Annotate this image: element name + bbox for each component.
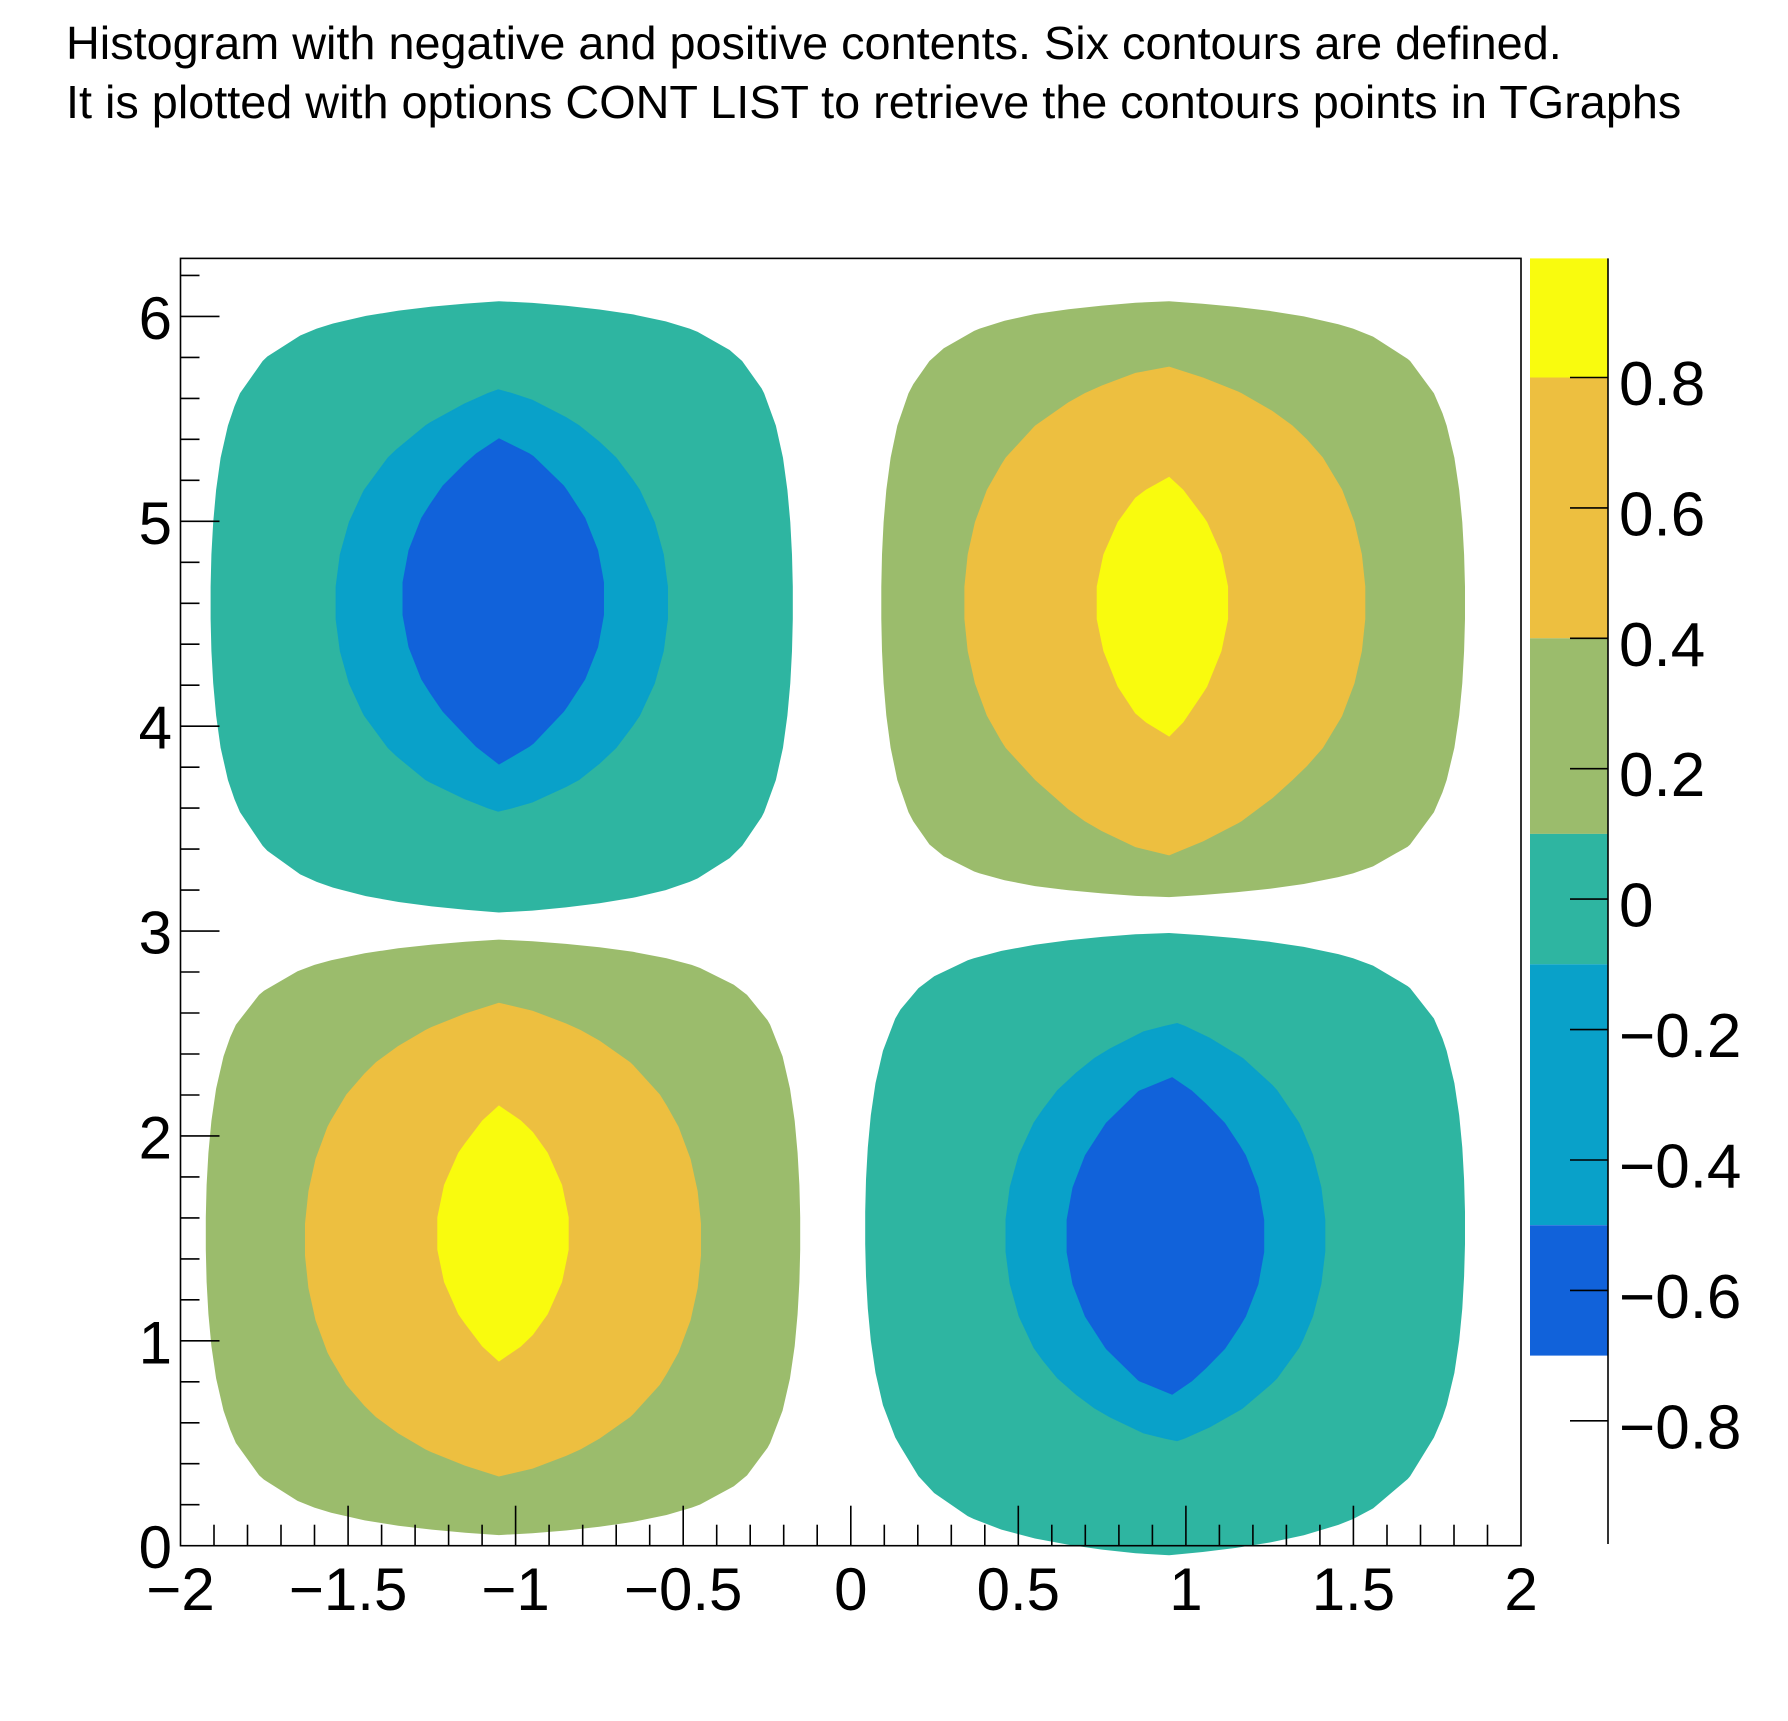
svg-text:0.2: 0.2 (1619, 741, 1705, 810)
svg-text:It is plotted with options CON: It is plotted with options CONT LIST to … (66, 76, 1681, 128)
svg-text:0.5: 0.5 (977, 1556, 1060, 1623)
svg-text:0: 0 (1619, 872, 1653, 941)
svg-text:1: 1 (139, 1309, 172, 1376)
svg-text:Histogram with negative and po: Histogram with negative and positive con… (66, 17, 1562, 69)
svg-text:0.4: 0.4 (1619, 611, 1705, 680)
svg-text:5: 5 (139, 490, 172, 557)
svg-text:−1: −1 (481, 1556, 549, 1623)
svg-text:0: 0 (139, 1514, 172, 1581)
svg-text:−0.4: −0.4 (1619, 1133, 1741, 1202)
svg-text:4: 4 (139, 695, 172, 762)
svg-text:−0.5: −0.5 (624, 1556, 742, 1623)
svg-text:1.5: 1.5 (1312, 1556, 1395, 1623)
svg-text:6: 6 (139, 285, 172, 352)
svg-text:0.6: 0.6 (1619, 480, 1705, 549)
svg-text:−0.2: −0.2 (1619, 1002, 1741, 1071)
svg-text:0.8: 0.8 (1619, 350, 1705, 419)
svg-text:1: 1 (1169, 1556, 1202, 1623)
svg-text:2: 2 (1504, 1556, 1537, 1623)
svg-text:0: 0 (834, 1556, 867, 1623)
svg-text:3: 3 (139, 900, 172, 967)
svg-text:−2: −2 (146, 1556, 214, 1623)
svg-text:2: 2 (139, 1104, 172, 1171)
svg-text:−1.5: −1.5 (289, 1556, 407, 1623)
svg-text:−0.8: −0.8 (1619, 1393, 1741, 1462)
svg-text:−0.6: −0.6 (1619, 1263, 1741, 1332)
